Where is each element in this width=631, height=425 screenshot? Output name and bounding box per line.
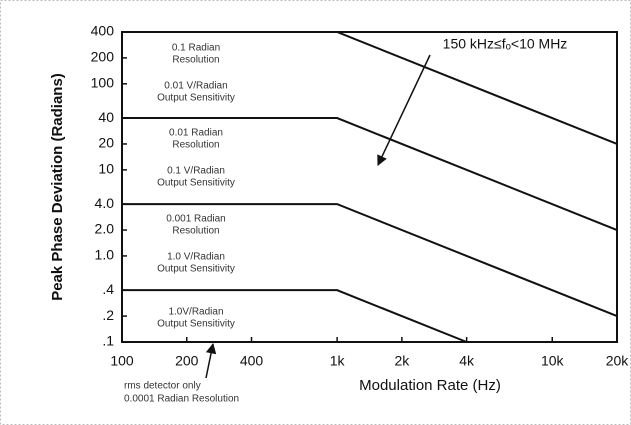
y-tick-label: .4 <box>102 281 114 297</box>
region-label: Resolution <box>172 140 219 151</box>
x-tick-label: 4k <box>459 353 475 369</box>
y-tick-label: 4.0 <box>95 195 115 211</box>
plot-frame <box>121 31 618 343</box>
region-label: 1.0V/Radian <box>168 307 223 318</box>
footnote: rms detector only <box>124 381 201 392</box>
x-tick-label: 1k <box>330 353 346 369</box>
region-label: 0.01 V/Radian <box>164 81 227 92</box>
y-tick-label: .1 <box>102 333 114 349</box>
region-label: Resolution <box>172 55 219 66</box>
x-tick-label: 400 <box>240 353 264 369</box>
region-label: Output Sensitivity <box>157 264 235 275</box>
region-label: 0.01 Radian <box>169 128 223 139</box>
line <box>122 31 618 145</box>
range-label: 150 kHz≤fₒ<10 MHz <box>443 36 568 52</box>
x-axis-title: Modulation Rate (Hz) <box>359 377 501 394</box>
region-label: 0.1 V/Radian <box>167 166 225 177</box>
region-label: 0.1 Radian <box>172 43 220 54</box>
region-label: 1.0 V/Radian <box>167 252 225 263</box>
region-label: Resolution <box>172 226 219 237</box>
x-tick-label: 2k <box>394 353 410 369</box>
line <box>122 117 618 231</box>
y-tick-label: 2.0 <box>95 221 115 237</box>
x-tick-label: 10k <box>541 353 565 369</box>
y-axis-title: Peak Phase Deviation (Radians) <box>49 73 66 301</box>
y-tick-label: 400 <box>91 23 115 39</box>
y-tick-label: 20 <box>98 135 114 151</box>
y-tick-label: 100 <box>91 75 115 91</box>
x-tick-label: 20k <box>606 353 630 369</box>
region-label: 0.001 Radian <box>166 214 226 225</box>
arrow <box>377 54 431 166</box>
line <box>122 289 468 343</box>
y-tick-label: .2 <box>102 307 114 323</box>
y-tick-label: 10 <box>98 161 114 177</box>
region-label: Output Sensitivity <box>157 178 235 189</box>
y-tick-label: 200 <box>91 49 115 65</box>
region-label: Output Sensitivity <box>157 319 235 330</box>
x-tick-label: 200 <box>175 353 199 369</box>
footnote: 0.0001 Radian Resolution <box>124 394 239 405</box>
y-tick-label: 1.0 <box>95 247 115 263</box>
line <box>122 203 618 318</box>
x-tick-label: 100 <box>110 353 134 369</box>
y-tick-label: 40 <box>98 109 114 125</box>
arrow <box>205 342 217 379</box>
region-label: Output Sensitivity <box>157 93 235 104</box>
